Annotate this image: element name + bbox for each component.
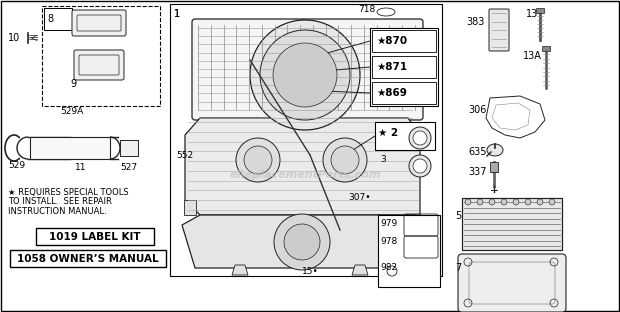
Text: 383: 383	[466, 17, 484, 27]
Text: ★ 2: ★ 2	[378, 128, 398, 138]
Bar	[542, 46, 550, 51]
Circle shape	[236, 138, 280, 182]
Bar	[372, 30, 436, 52]
Text: 11: 11	[75, 163, 87, 173]
Bar	[44, 8, 72, 30]
Ellipse shape	[413, 131, 427, 145]
Bar	[462, 198, 562, 250]
Circle shape	[260, 30, 350, 120]
Circle shape	[465, 199, 471, 205]
Text: ★869: ★869	[376, 88, 407, 98]
Text: 979: 979	[380, 220, 397, 228]
Circle shape	[250, 20, 360, 130]
Circle shape	[284, 224, 320, 260]
FancyBboxPatch shape	[72, 10, 126, 36]
Bar	[120, 140, 138, 156]
Text: 982: 982	[380, 264, 397, 272]
Text: 3: 3	[380, 155, 386, 164]
Text: eReplacementParts.com: eReplacementParts.com	[229, 170, 381, 180]
Text: 306: 306	[468, 105, 486, 115]
Ellipse shape	[409, 127, 431, 149]
Text: 15•: 15•	[301, 267, 319, 276]
Text: ★870: ★870	[376, 36, 407, 46]
Bar	[372, 82, 436, 104]
FancyBboxPatch shape	[74, 50, 124, 80]
Text: 13: 13	[526, 9, 538, 19]
Circle shape	[323, 138, 367, 182]
Polygon shape	[232, 265, 248, 275]
Bar	[170, 4, 442, 276]
Circle shape	[331, 146, 359, 174]
Text: 7: 7	[455, 263, 461, 273]
Text: 9: 9	[70, 79, 76, 89]
Polygon shape	[182, 215, 420, 268]
Text: TO INSTALL.  SEE REPAIR: TO INSTALL. SEE REPAIR	[8, 197, 112, 207]
Polygon shape	[185, 118, 420, 215]
Circle shape	[501, 199, 507, 205]
FancyBboxPatch shape	[458, 254, 566, 312]
Circle shape	[513, 199, 519, 205]
Circle shape	[537, 199, 543, 205]
Bar	[42, 6, 160, 106]
Text: 527: 527	[120, 163, 137, 173]
Bar	[536, 8, 544, 13]
Circle shape	[273, 43, 337, 107]
Text: 718: 718	[358, 6, 375, 14]
Bar	[462, 198, 562, 250]
Circle shape	[244, 146, 272, 174]
Ellipse shape	[413, 159, 427, 173]
Bar	[30, 137, 110, 159]
Text: INSTRUCTION MANUAL.: INSTRUCTION MANUAL.	[8, 207, 107, 217]
Bar	[10, 250, 166, 267]
Bar	[490, 162, 498, 172]
Text: 978: 978	[380, 237, 397, 246]
Text: 5: 5	[455, 211, 461, 221]
Text: 1: 1	[174, 9, 180, 19]
Text: 10: 10	[8, 33, 20, 43]
Circle shape	[489, 199, 495, 205]
Text: 1: 1	[174, 9, 180, 19]
Bar	[375, 122, 435, 150]
Polygon shape	[184, 200, 196, 215]
Bar	[36, 228, 154, 245]
Bar	[378, 215, 440, 287]
Circle shape	[549, 199, 555, 205]
Text: 529A: 529A	[60, 108, 83, 116]
FancyBboxPatch shape	[489, 9, 509, 51]
Bar	[372, 56, 436, 78]
Ellipse shape	[487, 144, 503, 156]
Text: 307•: 307•	[348, 193, 371, 202]
FancyBboxPatch shape	[192, 19, 423, 120]
Text: 529: 529	[8, 160, 25, 169]
Polygon shape	[352, 265, 368, 275]
Text: 1019 LABEL KIT: 1019 LABEL KIT	[49, 232, 141, 242]
Text: ★ REQUIRES SPECIAL TOOLS: ★ REQUIRES SPECIAL TOOLS	[8, 188, 128, 197]
Text: 13A: 13A	[523, 51, 542, 61]
Text: 635: 635	[468, 147, 487, 157]
Circle shape	[477, 199, 483, 205]
Text: ★871: ★871	[376, 62, 407, 72]
Bar	[370, 28, 438, 106]
Text: 552: 552	[176, 150, 193, 159]
Text: 337: 337	[468, 167, 487, 177]
Circle shape	[274, 214, 330, 270]
Text: 1058 OWNER’S MANUAL: 1058 OWNER’S MANUAL	[17, 254, 159, 264]
Circle shape	[525, 199, 531, 205]
Text: 8: 8	[47, 14, 53, 24]
Ellipse shape	[409, 155, 431, 177]
